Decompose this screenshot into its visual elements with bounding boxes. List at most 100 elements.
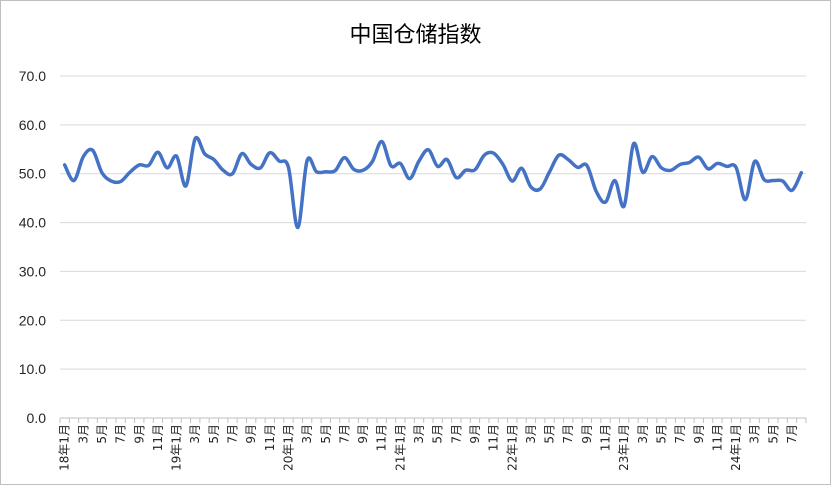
data-point xyxy=(278,160,281,163)
data-point xyxy=(688,161,691,164)
data-point xyxy=(529,185,532,188)
data-point xyxy=(576,166,579,169)
data-point xyxy=(334,169,337,172)
x-axis xyxy=(59,417,807,423)
x-tick-label: 11月 xyxy=(151,424,165,451)
data-point xyxy=(669,169,672,172)
data-point xyxy=(250,163,253,166)
data-point xyxy=(352,168,355,171)
data-point xyxy=(184,184,187,187)
data-point xyxy=(473,168,476,171)
x-tick-label: 11月 xyxy=(263,424,277,451)
data-point xyxy=(511,180,514,183)
data-point xyxy=(679,163,682,166)
data-point xyxy=(63,163,66,166)
x-tick-label: 23年1月 xyxy=(617,424,631,471)
data-point xyxy=(763,178,766,181)
data-point xyxy=(567,158,570,161)
data-point xyxy=(259,166,262,169)
data-point xyxy=(82,155,85,158)
data-point xyxy=(408,177,411,180)
data-point xyxy=(166,166,169,169)
series-line xyxy=(62,135,804,230)
x-tick-label: 5月 xyxy=(543,424,557,444)
data-point xyxy=(585,164,588,167)
data-point xyxy=(791,189,794,192)
data-point xyxy=(362,169,365,172)
data-point xyxy=(445,158,448,161)
data-point xyxy=(557,154,560,157)
data-point xyxy=(623,204,626,207)
data-point xyxy=(595,190,598,193)
x-tick-label: 7月 xyxy=(337,424,351,444)
x-tick-label: 7月 xyxy=(673,424,687,444)
x-tick-label: 9月 xyxy=(468,424,482,444)
data-point xyxy=(632,142,635,145)
data-point xyxy=(138,163,141,166)
data-point xyxy=(212,158,215,161)
data-point xyxy=(604,201,607,204)
data-point xyxy=(110,180,113,183)
data-point xyxy=(390,164,393,167)
x-tick-label: 3月 xyxy=(76,424,90,444)
x-tick-label: 9月 xyxy=(132,424,146,444)
x-tick-label: 7月 xyxy=(561,424,575,444)
x-tick-label: 9月 xyxy=(692,424,706,444)
chart-title: 中国仓储指数 xyxy=(349,23,482,48)
data-point xyxy=(296,226,299,229)
data-point xyxy=(651,155,654,158)
data-point xyxy=(324,170,327,173)
data-point xyxy=(436,165,439,168)
data-point xyxy=(240,152,243,155)
y-tick-label: 70.0 xyxy=(19,68,46,84)
data-point xyxy=(697,156,700,159)
x-tick-label: 5月 xyxy=(431,424,445,444)
data-point xyxy=(91,149,94,152)
x-tick-label: 5月 xyxy=(95,424,109,444)
data-point xyxy=(287,166,290,169)
x-tick-label: 11月 xyxy=(487,424,501,451)
x-tick-label: 9月 xyxy=(244,424,258,444)
data-point xyxy=(156,151,159,154)
data-point xyxy=(371,160,374,163)
y-tick-label: 20.0 xyxy=(19,312,46,328)
x-axis-ticks: 18年1月 3月 5月 7月 9月 11月 19年1月 3月 5月 7月 9月 11月 20年1月 3月 5… xyxy=(58,424,799,471)
x-tick-label: 20年1月 xyxy=(281,424,295,471)
data-point xyxy=(203,152,206,155)
y-tick-label: 30.0 xyxy=(19,263,46,279)
data-point xyxy=(427,148,430,151)
x-tick-label: 7月 xyxy=(785,424,799,444)
data-point xyxy=(492,152,495,155)
x-tick-label: 3月 xyxy=(524,424,538,444)
x-tick-label: 5月 xyxy=(654,424,668,444)
data-point xyxy=(380,140,383,143)
x-tick-label: 7月 xyxy=(114,424,128,444)
data-point xyxy=(175,155,178,158)
x-tick-label: 11月 xyxy=(599,424,613,451)
data-point xyxy=(147,164,150,167)
data-point xyxy=(613,179,616,182)
data-point xyxy=(483,154,486,157)
x-tick-label: 11月 xyxy=(710,424,724,451)
data-point xyxy=(800,171,803,174)
data-point xyxy=(418,160,421,163)
x-tick-label: 9月 xyxy=(356,424,370,444)
x-tick-label: 24年1月 xyxy=(729,424,743,471)
data-point xyxy=(707,167,710,170)
y-tick-label: 40.0 xyxy=(19,215,46,231)
x-tick-label: 9月 xyxy=(580,424,594,444)
x-tick-label: 3月 xyxy=(636,424,650,444)
x-tick-label: 3月 xyxy=(188,424,202,444)
data-point xyxy=(222,169,225,172)
gridlines xyxy=(60,75,806,370)
data-point xyxy=(128,171,131,174)
x-tick-label: 22年1月 xyxy=(505,424,519,471)
y-tick-label: 50.0 xyxy=(19,166,46,182)
data-point xyxy=(539,187,542,190)
data-point xyxy=(725,165,728,168)
data-point xyxy=(772,179,775,182)
data-point xyxy=(501,163,504,166)
data-point xyxy=(548,170,551,173)
data-point xyxy=(464,169,467,172)
